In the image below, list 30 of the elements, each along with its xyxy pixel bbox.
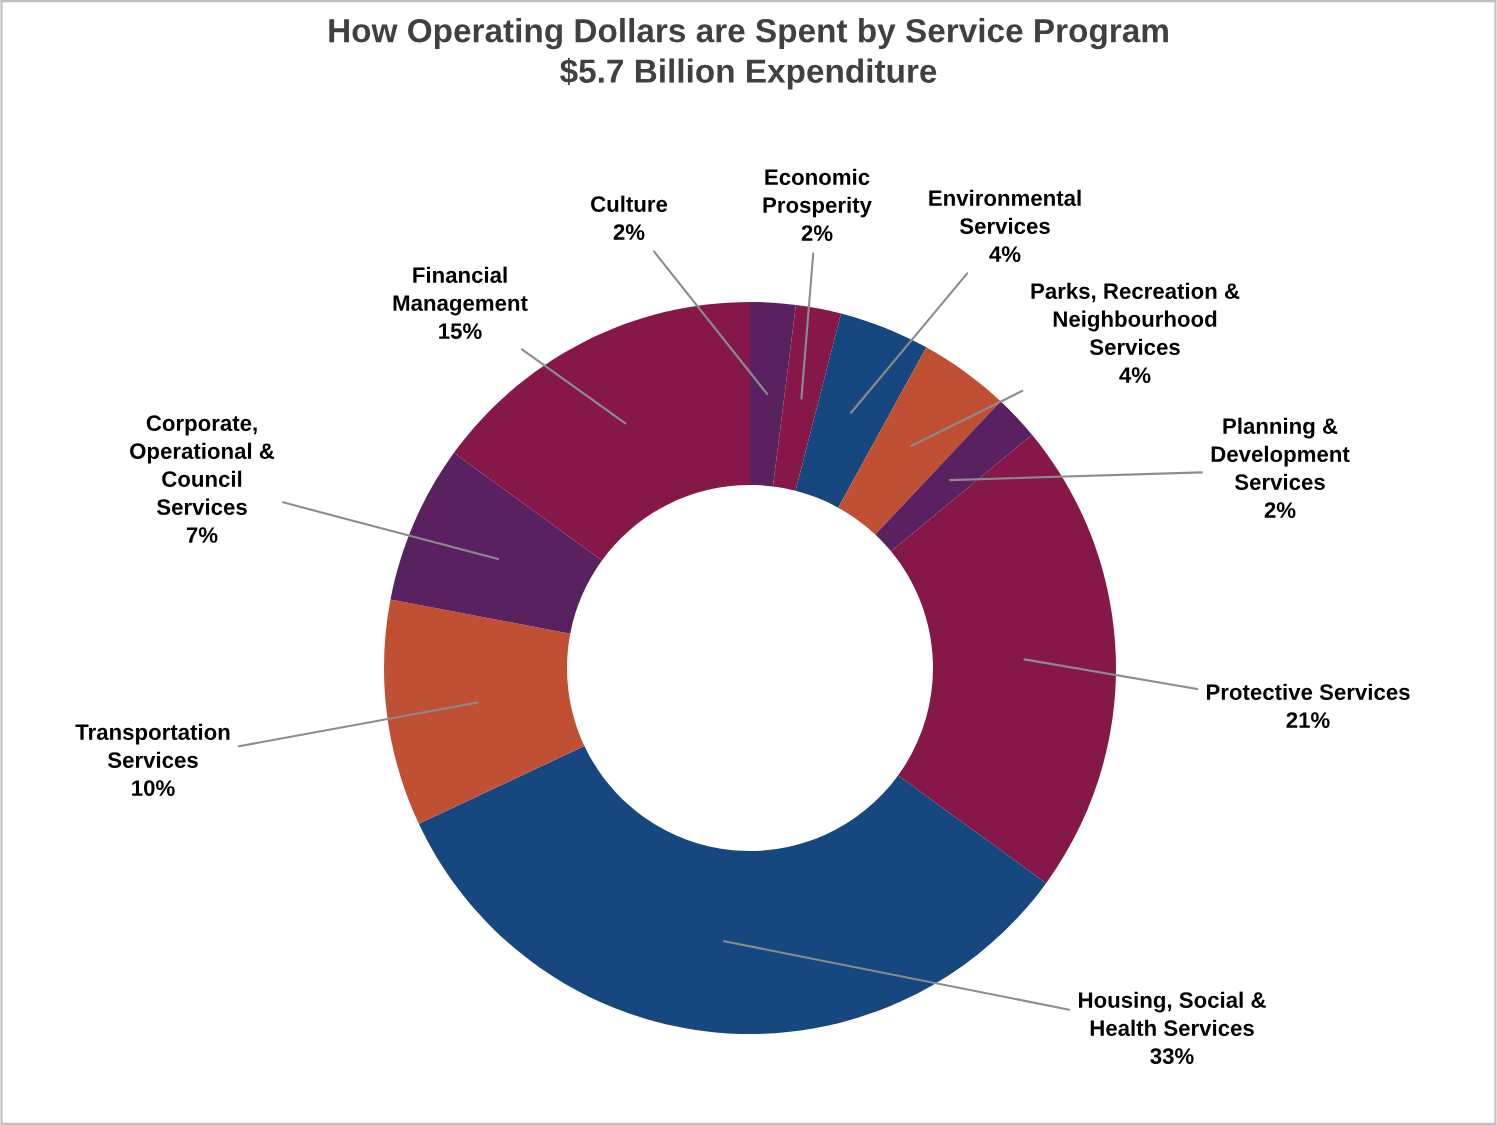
slice-label: Corporate, Operational & Council Services <box>130 415 275 515</box>
data-label: 7% <box>186 527 218 543</box>
donut-slice <box>891 434 1116 884</box>
slice-label: Planning & Development Services <box>1211 417 1350 490</box>
donut-slice <box>750 302 796 487</box>
chart-title: How Operating Dollars are Spent by Service Program $5.7 Billion Expenditure <box>329 18 1168 90</box>
donut-slice <box>418 745 1047 1034</box>
donut-slice <box>772 304 842 491</box>
slice-label: Economic Prosperity <box>763 168 872 218</box>
data-label: 2% <box>1264 502 1296 518</box>
slice-label: Parks, Recreation & Neighbourhood Services <box>1031 282 1240 355</box>
donut-slice <box>838 347 1001 535</box>
slice-label: Protective Services <box>1206 683 1410 700</box>
slice-label: Housing, Social & Health Services <box>1079 991 1266 1037</box>
donut-slice <box>875 401 1033 552</box>
data-label: 2% <box>801 225 833 241</box>
donut-slice <box>384 599 585 824</box>
data-label: 15% <box>439 323 482 339</box>
donut-slice <box>795 313 927 508</box>
data-label: 4% <box>1119 367 1151 383</box>
slice-label: Environmental Services <box>929 189 1081 234</box>
data-label: 2% <box>613 224 645 240</box>
slice-label: Transportation Services <box>75 723 230 768</box>
slice-label: Financial Management <box>393 266 528 316</box>
data-label: 10% <box>132 780 175 796</box>
donut-slice <box>390 452 602 634</box>
slice-label: Culture <box>591 195 668 212</box>
data-label: 21% <box>1286 712 1330 728</box>
data-label: 4% <box>989 246 1021 262</box>
data-label: 33% <box>1150 1048 1194 1065</box>
